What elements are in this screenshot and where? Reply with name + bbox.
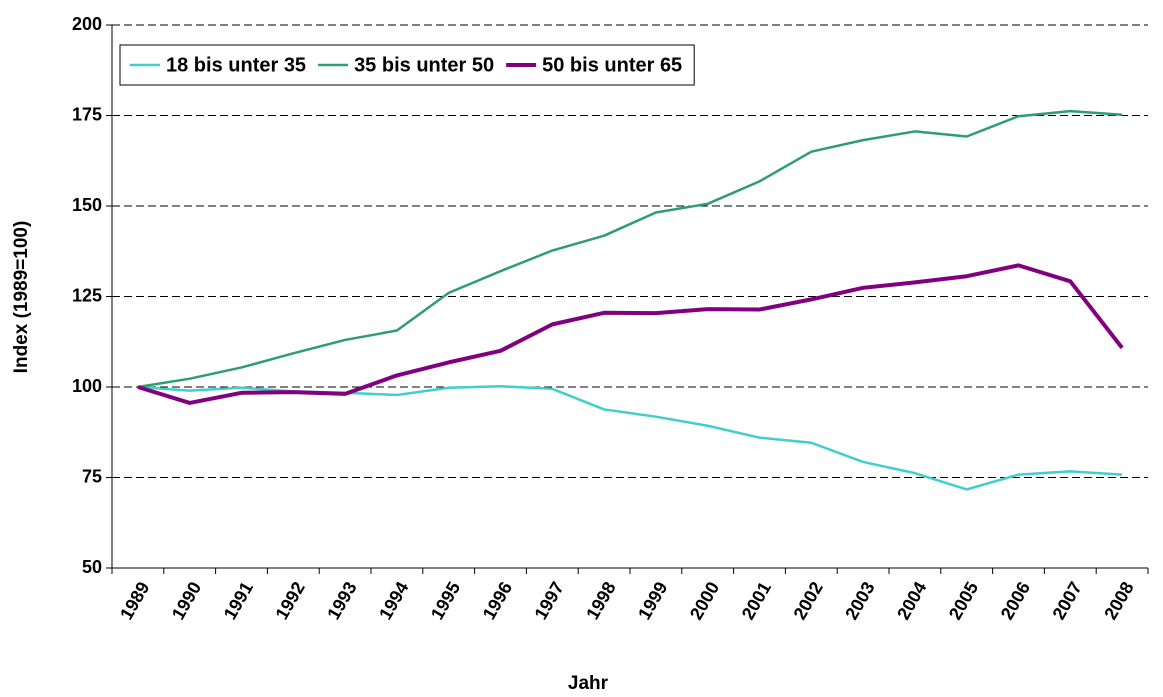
legend-label: 50 bis unter 65 [542,54,682,76]
x-tick-label: 2008 [1100,578,1137,623]
series-line [137,109,1123,389]
x-tick-label: 1990 [168,578,205,623]
x-tick-label: 1992 [272,578,309,623]
x-axis-title: Jahr [568,673,609,694]
series-line [137,263,1124,405]
y-tick-label: 175 [72,104,102,124]
x-tick-label: 1999 [634,578,671,623]
x-tick-label: 2000 [686,578,723,623]
series-line [137,385,1123,491]
legend-label: 18 bis unter 35 [166,54,306,76]
x-tick-label: 2002 [790,578,827,623]
y-tick-label: 125 [72,285,102,305]
legend: 18 bis unter 35 35 bis unter 50 50 bis unt… [119,44,695,86]
x-tick-label: 1991 [220,578,257,623]
x-tick-label: 2003 [841,578,878,623]
x-tick-label: 1995 [427,578,464,623]
y-tick-label: 200 [72,14,102,34]
y-tick-label: 75 [82,466,102,486]
y-tick-label: 100 [72,376,102,396]
legend-box [119,44,695,86]
x-tick-label: 1996 [479,578,516,623]
x-tick-label: 1998 [582,578,619,623]
x-tick-label: 2001 [738,578,775,623]
legend-label: 35 bis unter 50 [354,54,494,76]
x-tick-label: 2007 [1049,578,1086,623]
y-axis-title: Index (1989=100) [11,221,32,374]
x-tick-label: 1994 [375,578,412,623]
y-tick-label: 150 [72,195,102,215]
x-tick-label: 1989 [116,578,153,623]
y-tick-label: 50 [82,557,102,577]
x-tick-label: 2005 [945,578,982,623]
x-tick-label: 2006 [997,578,1034,623]
x-tick-label: 1993 [323,578,360,623]
x-tick-label: 2004 [893,578,930,623]
x-tick-label: 1997 [531,578,568,623]
